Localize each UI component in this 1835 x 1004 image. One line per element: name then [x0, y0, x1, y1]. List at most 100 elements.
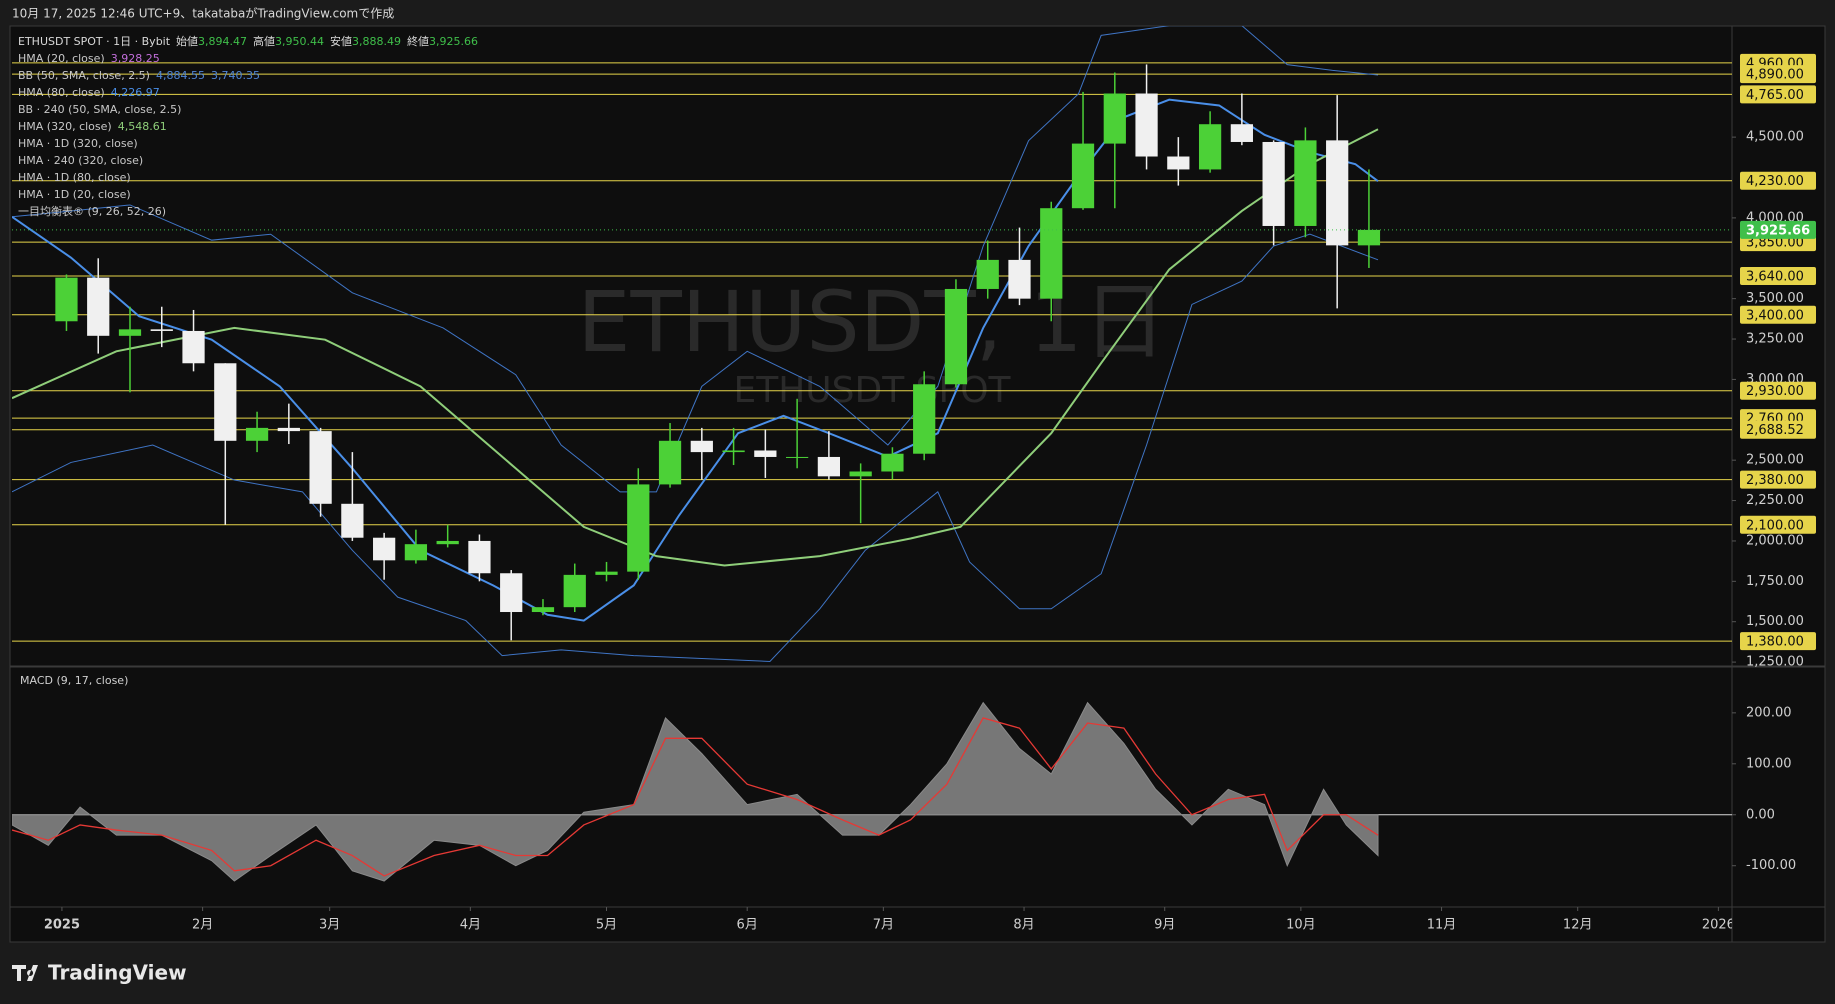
- candle-body: [1230, 124, 1253, 142]
- level-label: 2,930.00: [1746, 384, 1804, 399]
- y-tick-label: 200.00: [1746, 705, 1792, 720]
- x-tick-label: 2026: [1702, 918, 1735, 933]
- legend-text: BB · 240 (50, SMA, close, 2.5): [18, 103, 182, 116]
- logo-text: TradingView: [48, 961, 187, 985]
- y-tick-label: 0.00: [1746, 807, 1775, 822]
- last-price-label: 3,925.66: [1746, 223, 1810, 238]
- candle-body: [373, 537, 396, 561]
- legend-row: HMA · 1D (80, close): [18, 169, 484, 186]
- legend: ETHUSDT SPOT · 1日 · Bybit 始値3,894.47 高値3,9…: [18, 33, 484, 220]
- candle-body: [595, 571, 618, 575]
- candle-body: [627, 484, 650, 572]
- y-tick-label: 1,250.00: [1746, 655, 1804, 670]
- legend-text: HMA · 1D (20, close): [18, 188, 131, 201]
- candle-body: [1294, 140, 1317, 226]
- candle-body: [754, 450, 777, 457]
- x-tick-label: 4月: [460, 918, 481, 933]
- level-label: 2,100.00: [1746, 518, 1804, 533]
- candle-body: [87, 277, 110, 336]
- ohlc-value: 3,888.49: [352, 35, 401, 48]
- y-tick-label: -100.00: [1746, 858, 1796, 873]
- candle-body: [1326, 140, 1349, 246]
- x-tick-label: 6月: [737, 918, 758, 933]
- legend-text: BB (50, SMA, close, 2.5): [18, 69, 150, 82]
- level-label: 4,890.00: [1746, 68, 1804, 83]
- level-label-bg: [1740, 515, 1816, 534]
- ohlc-value: 3,925.66: [429, 35, 478, 48]
- candle-body: [1167, 156, 1190, 170]
- legend-row: HMA (20, close) 3,928.25: [18, 50, 484, 67]
- legend-text: HMA (320, close): [18, 120, 112, 133]
- candle-body: [341, 503, 364, 538]
- macd-area: [12, 701, 1379, 882]
- level-label-bg: [1740, 470, 1816, 489]
- legend-value: 3,928.25: [110, 52, 160, 65]
- candle-body: [436, 540, 459, 545]
- y-tick-label: 3,500.00: [1746, 291, 1804, 306]
- logo: TradingView: [12, 961, 187, 985]
- x-tick-label: 9月: [1154, 918, 1175, 933]
- legend-row: HMA · 1D (20, close): [18, 186, 484, 203]
- candle-body: [55, 277, 78, 322]
- indicator-line: [12, 128, 1379, 567]
- x-tick-label: 7月: [873, 918, 894, 933]
- x-tick-label: 10月: [1286, 918, 1316, 933]
- header: 10月 17, 2025 12:46 UTC+9、takatabaがTradin…: [12, 6, 394, 21]
- legend-text: HMA · 1D (320, close): [18, 137, 138, 150]
- candle-body: [1103, 93, 1126, 144]
- legend-row: BB · 240 (50, SMA, close, 2.5): [18, 101, 484, 118]
- level-label-bg: [1740, 632, 1816, 651]
- candle-body: [309, 431, 332, 504]
- legend-row: ETHUSDT SPOT · 1日 · Bybit 始値3,894.47 高値3,9…: [18, 33, 484, 50]
- candle-body: [531, 607, 555, 613]
- candle-body: [563, 574, 586, 608]
- level-label-bg: [1740, 305, 1816, 324]
- legend-row: BB (50, SMA, close, 2.5) 4,884.55 3,740.35: [18, 67, 484, 84]
- y-tick-label: 100.00: [1746, 756, 1792, 771]
- x-tick-label: 12月: [1563, 918, 1593, 933]
- indicator-line: [12, 26, 1379, 493]
- candle-body: [658, 440, 682, 485]
- indicator-line: [12, 98, 1379, 622]
- candle-body: [881, 453, 904, 472]
- legend-row: HMA (320, close) 4,548.61: [18, 118, 484, 135]
- candle-body: [1040, 208, 1063, 299]
- candle-body: [722, 450, 745, 453]
- candle-body: [468, 540, 491, 574]
- level-label: 4,230.00: [1746, 174, 1804, 189]
- level-label: 1,380.00: [1746, 635, 1804, 650]
- level-label: 3,400.00: [1746, 308, 1804, 323]
- price-pane: [12, 26, 1732, 662]
- watermark-title: ETHUSDT, 1日: [577, 273, 1166, 371]
- x-tick-label: 3月: [319, 918, 340, 933]
- candle-body: [1357, 229, 1381, 246]
- legend-text: 一目均衡表® (9, 26, 52, 26): [18, 205, 167, 218]
- y-tick-label: 2,500.00: [1746, 453, 1804, 468]
- level-label-bg: [1740, 267, 1816, 286]
- x-tick-label: 2月: [192, 918, 213, 933]
- last-price-bg: [1740, 220, 1816, 239]
- ohlc-label: 始値: [176, 35, 199, 48]
- time-axis: 2025 2月 3月 4月 5月 6月 7月 8月 9月 10月 11月 12月 2026: [44, 907, 1735, 933]
- candle-body: [944, 288, 968, 385]
- candle-body: [849, 471, 872, 477]
- signal-line: [12, 717, 1379, 877]
- ohlc-value: 3,950.44: [275, 35, 325, 48]
- ohlc-label: 安値: [330, 35, 353, 48]
- level-label-bg: [1740, 171, 1816, 190]
- candle-body: [1008, 259, 1031, 299]
- macd-pane: [12, 701, 1732, 882]
- legend-text: HMA · 240 (320, close): [18, 154, 144, 167]
- ohlc-label: 高値: [253, 35, 276, 48]
- candle-body: [690, 440, 713, 453]
- level-label: 3,850.00: [1746, 236, 1804, 251]
- legend-text: HMA (20, close): [18, 52, 105, 65]
- level-label: 2,688.52: [1746, 423, 1804, 438]
- y-tick-label: 1,750.00: [1746, 574, 1804, 589]
- level-label: 2,380.00: [1746, 473, 1804, 488]
- legend-row: HMA (80, close) 4,226.97: [18, 84, 484, 101]
- candle-body: [150, 329, 173, 331]
- candle-body: [500, 573, 523, 613]
- x-tick-label: 8月: [1013, 918, 1034, 933]
- x-tick-label: 2025: [44, 918, 80, 933]
